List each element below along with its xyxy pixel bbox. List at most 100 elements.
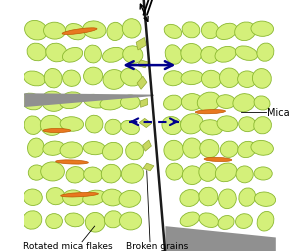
Ellipse shape [105, 120, 121, 135]
Ellipse shape [60, 117, 83, 132]
Ellipse shape [257, 44, 274, 62]
Ellipse shape [83, 190, 106, 205]
Ellipse shape [254, 97, 270, 111]
Ellipse shape [200, 120, 223, 135]
Ellipse shape [43, 129, 71, 133]
Ellipse shape [121, 96, 140, 110]
Ellipse shape [28, 165, 45, 180]
Ellipse shape [28, 139, 44, 158]
Ellipse shape [220, 141, 238, 158]
Ellipse shape [44, 23, 66, 40]
Polygon shape [139, 119, 152, 128]
Ellipse shape [121, 121, 140, 135]
Ellipse shape [119, 212, 142, 230]
Ellipse shape [257, 212, 274, 231]
Ellipse shape [164, 141, 184, 161]
Ellipse shape [21, 94, 43, 110]
Ellipse shape [103, 143, 123, 160]
Ellipse shape [62, 29, 97, 35]
Polygon shape [142, 140, 152, 152]
Ellipse shape [220, 69, 239, 88]
Ellipse shape [85, 213, 105, 232]
Ellipse shape [164, 25, 182, 39]
Polygon shape [137, 77, 147, 90]
Ellipse shape [218, 216, 234, 230]
Polygon shape [24, 94, 154, 108]
Ellipse shape [100, 97, 123, 110]
Ellipse shape [25, 21, 47, 41]
Ellipse shape [44, 69, 62, 88]
Ellipse shape [204, 158, 232, 162]
Ellipse shape [46, 214, 62, 229]
Ellipse shape [41, 92, 65, 112]
Ellipse shape [182, 94, 203, 111]
Ellipse shape [84, 95, 106, 109]
Ellipse shape [254, 192, 276, 207]
Ellipse shape [60, 142, 82, 159]
Ellipse shape [101, 165, 121, 183]
Ellipse shape [215, 47, 236, 63]
Ellipse shape [195, 110, 226, 114]
Ellipse shape [40, 116, 63, 136]
Ellipse shape [62, 48, 82, 63]
Ellipse shape [197, 93, 220, 112]
Ellipse shape [233, 94, 255, 112]
Ellipse shape [61, 193, 98, 197]
Ellipse shape [66, 24, 86, 41]
Text: Rotated mica flakes: Rotated mica flakes [23, 241, 113, 249]
Ellipse shape [41, 162, 64, 181]
Ellipse shape [162, 117, 182, 135]
Ellipse shape [126, 142, 144, 160]
Ellipse shape [235, 23, 256, 41]
Ellipse shape [24, 116, 42, 135]
Ellipse shape [199, 163, 217, 182]
Ellipse shape [102, 189, 123, 206]
Ellipse shape [84, 68, 103, 85]
Ellipse shape [122, 20, 141, 39]
Ellipse shape [63, 71, 80, 87]
Ellipse shape [217, 95, 236, 109]
Ellipse shape [216, 24, 237, 40]
Polygon shape [165, 226, 276, 251]
Ellipse shape [201, 23, 219, 40]
Ellipse shape [121, 69, 142, 87]
Ellipse shape [182, 166, 202, 185]
Ellipse shape [251, 141, 273, 156]
Ellipse shape [199, 187, 218, 206]
Ellipse shape [235, 47, 258, 61]
Ellipse shape [236, 214, 252, 229]
Ellipse shape [27, 44, 46, 61]
Ellipse shape [251, 22, 274, 37]
Ellipse shape [46, 44, 67, 62]
Ellipse shape [23, 189, 42, 206]
Ellipse shape [181, 71, 203, 85]
Ellipse shape [123, 47, 143, 64]
Ellipse shape [236, 166, 253, 183]
Ellipse shape [83, 142, 105, 155]
Ellipse shape [107, 23, 124, 41]
Ellipse shape [215, 163, 237, 182]
Ellipse shape [199, 213, 218, 228]
Ellipse shape [239, 188, 256, 206]
Ellipse shape [238, 72, 256, 88]
Ellipse shape [119, 191, 141, 207]
Ellipse shape [183, 138, 202, 159]
Text: Broken grains: Broken grains [126, 241, 189, 249]
Ellipse shape [200, 140, 219, 158]
Text: Mica: Mica [267, 107, 290, 117]
Ellipse shape [46, 188, 65, 205]
Ellipse shape [65, 213, 84, 227]
Ellipse shape [181, 114, 203, 134]
Ellipse shape [180, 212, 200, 227]
Ellipse shape [43, 141, 64, 156]
Ellipse shape [104, 211, 122, 228]
Polygon shape [140, 99, 148, 108]
Ellipse shape [254, 167, 272, 180]
Ellipse shape [121, 164, 144, 183]
Ellipse shape [165, 46, 182, 65]
Ellipse shape [84, 46, 101, 64]
Ellipse shape [103, 48, 124, 63]
Ellipse shape [239, 117, 256, 132]
Ellipse shape [166, 164, 183, 180]
Ellipse shape [254, 117, 272, 134]
